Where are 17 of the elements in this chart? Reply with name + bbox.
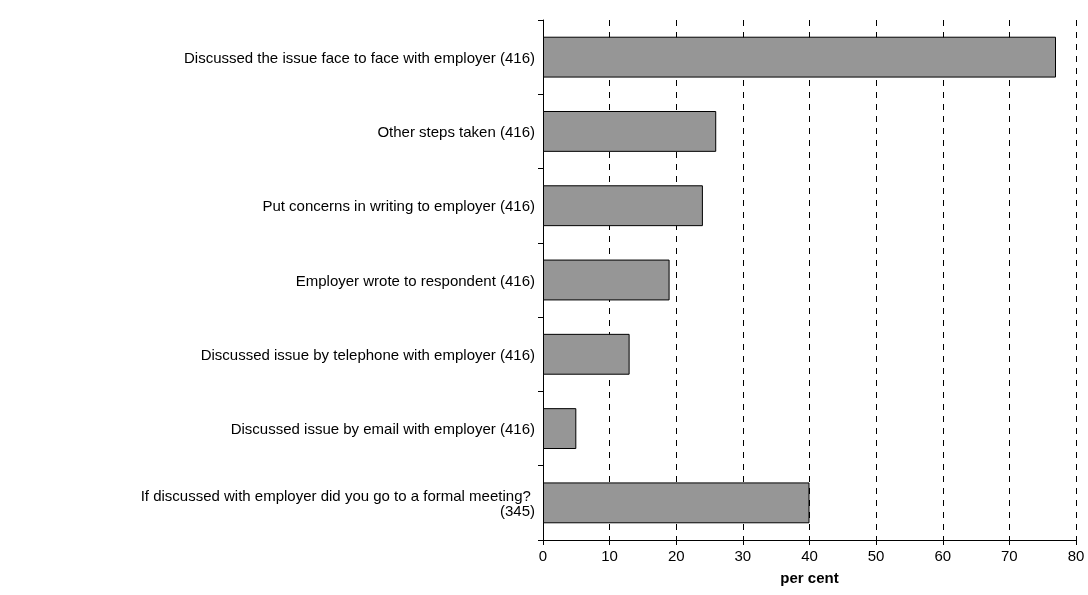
y-tick-label: Discussed issue by email with employer (416) xyxy=(230,420,535,438)
x-tick-label: 40 xyxy=(801,547,818,564)
y-tick-label: Discussed the issue face to face with employer (416) xyxy=(184,48,535,66)
x-tick-label: 30 xyxy=(734,547,752,564)
x-tick-label: 20 xyxy=(667,547,685,564)
y-tick-label: Put concerns in writing to employer (416) xyxy=(262,197,535,215)
y-tick-label: Other steps taken (416) xyxy=(377,122,535,140)
x-tick-label: 70 xyxy=(1001,547,1018,564)
y-tick-label: If discussed with employer did you go to a formal meeting? (345) xyxy=(140,486,535,519)
x-tick-label: 50 xyxy=(867,547,885,564)
x-tick-label: 80 xyxy=(1067,547,1085,564)
x-tick-label: 60 xyxy=(934,547,952,564)
y-tick-label: Discussed issue by telephone with employer (416) xyxy=(200,345,535,363)
x-tick-label: 10 xyxy=(601,547,618,564)
x-axis-title: per cent xyxy=(780,569,839,586)
x-tick-label: 0 xyxy=(538,547,548,564)
y-tick-label: Employer wrote to respondent (416) xyxy=(295,271,535,289)
